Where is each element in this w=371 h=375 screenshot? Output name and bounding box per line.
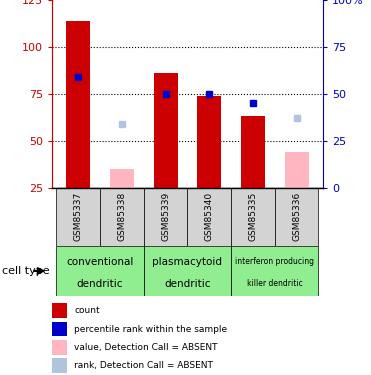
Bar xyxy=(100,188,144,246)
Bar xyxy=(110,169,134,188)
Bar xyxy=(144,246,231,296)
Text: conventional: conventional xyxy=(66,257,134,267)
Text: plasmacytoid: plasmacytoid xyxy=(152,257,222,267)
Text: dendritic: dendritic xyxy=(77,279,123,289)
Text: cell type: cell type xyxy=(2,266,49,276)
Text: GSM85340: GSM85340 xyxy=(205,192,214,241)
Bar xyxy=(52,358,67,373)
Bar xyxy=(52,340,67,354)
Text: dendritic: dendritic xyxy=(164,279,211,289)
Text: GSM85339: GSM85339 xyxy=(161,192,170,241)
Bar xyxy=(231,246,318,296)
Text: value, Detection Call = ABSENT: value, Detection Call = ABSENT xyxy=(74,343,218,352)
Text: count: count xyxy=(74,306,100,315)
Text: killer dendritic: killer dendritic xyxy=(247,279,303,288)
Bar xyxy=(154,73,178,188)
Bar xyxy=(187,188,231,246)
Bar xyxy=(275,188,318,246)
Text: GSM85335: GSM85335 xyxy=(248,192,257,241)
Bar xyxy=(56,246,144,296)
Bar xyxy=(66,21,90,188)
Text: interferon producing: interferon producing xyxy=(235,257,314,266)
Bar xyxy=(231,188,275,246)
Text: GSM85337: GSM85337 xyxy=(74,192,83,241)
Bar xyxy=(197,96,221,188)
Bar xyxy=(285,152,309,188)
Bar xyxy=(241,116,265,188)
Text: percentile rank within the sample: percentile rank within the sample xyxy=(74,325,227,334)
Text: rank, Detection Call = ABSENT: rank, Detection Call = ABSENT xyxy=(74,361,213,370)
Bar xyxy=(52,303,67,318)
Text: GSM85336: GSM85336 xyxy=(292,192,301,241)
Bar xyxy=(52,322,67,336)
Bar xyxy=(56,188,100,246)
Text: GSM85338: GSM85338 xyxy=(117,192,127,241)
Bar xyxy=(144,188,187,246)
